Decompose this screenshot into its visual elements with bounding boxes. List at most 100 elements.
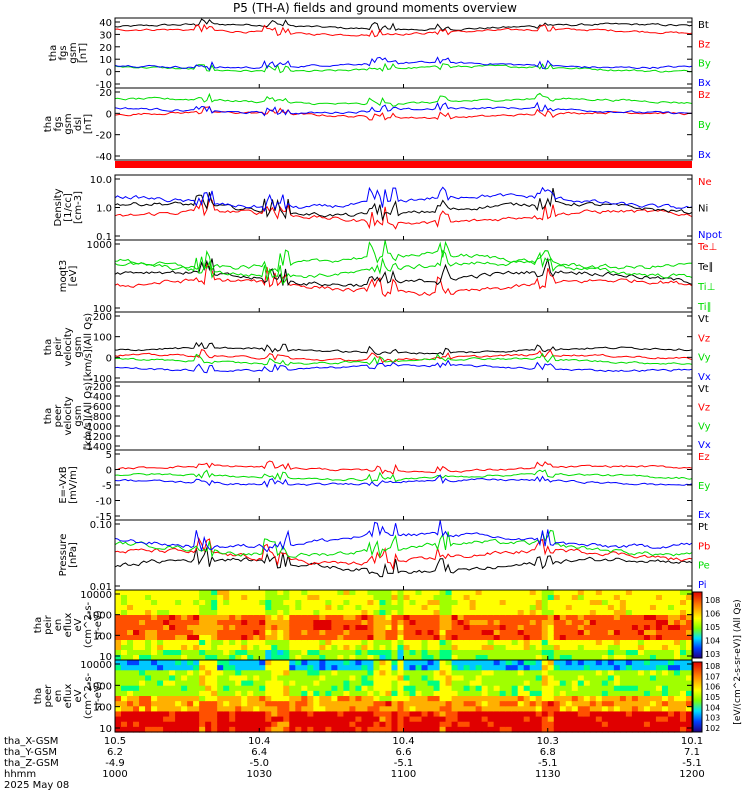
spectrogram-cell — [685, 605, 693, 611]
spectrogram-cell — [187, 590, 194, 596]
spectrogram-cell — [319, 655, 326, 661]
spectrogram-cell — [421, 685, 429, 692]
spectrogram-cell — [541, 630, 549, 636]
spectrogram-cell — [637, 660, 645, 666]
spectrogram-cell — [145, 610, 152, 616]
spectrogram-cell — [517, 605, 525, 611]
spectrogram-cell — [373, 655, 381, 661]
spectrogram-cell — [403, 590, 411, 596]
spectrogram-cell — [673, 615, 681, 621]
spectrogram-cell — [229, 690, 236, 697]
y-tick-label: 1000 — [87, 611, 112, 622]
spectrogram-cell — [193, 650, 200, 656]
spectrogram-cell — [493, 670, 501, 677]
spectrogram-cell — [643, 645, 651, 651]
series-line-Te⊥ — [114, 263, 693, 298]
spectrogram-cell — [553, 716, 561, 723]
spectrogram-cell — [217, 605, 224, 611]
spectrogram-cell — [601, 680, 609, 687]
spectrogram-cell — [397, 645, 405, 651]
spectrogram-cell — [475, 706, 483, 713]
spectrogram-cell — [199, 701, 206, 707]
spectrogram-cell — [277, 716, 284, 723]
spectrogram-cell — [349, 650, 357, 656]
legend-Bz: Bz — [698, 39, 710, 50]
spectrogram-cell — [463, 716, 471, 723]
spectrogram-cell — [583, 675, 591, 682]
spectrogram-cell — [427, 590, 435, 596]
y-tick-label: 5 — [106, 450, 112, 461]
spectrogram-cell — [241, 706, 248, 713]
spectrogram-cell — [457, 716, 465, 723]
spectrogram-cell — [265, 690, 272, 697]
spectrogram-cell — [475, 635, 483, 641]
spectrogram-cell — [319, 716, 326, 723]
spectrogram-cell — [469, 645, 477, 651]
spectrogram-cell — [565, 716, 573, 723]
spectrogram-cell — [565, 711, 573, 718]
spectrogram-cell — [685, 630, 693, 636]
ephemeris-value: -5.0 — [249, 758, 269, 769]
spectrogram-cell — [595, 625, 603, 631]
spectrogram-cell — [373, 590, 381, 596]
spectrogram-cell — [331, 701, 338, 707]
spectrogram-cell — [403, 640, 411, 646]
legend-By: By — [698, 59, 711, 70]
spectrogram-cell — [409, 610, 417, 616]
spectrogram-cell — [271, 690, 278, 697]
plot-title: P5 (TH-A) fields and ground moments over… — [233, 1, 517, 15]
spectrogram-cell — [187, 660, 194, 666]
spectrogram-cell — [589, 645, 597, 651]
spectrogram-cell — [571, 665, 579, 671]
spectrogram-cell — [223, 680, 230, 687]
spectrogram-cell — [163, 706, 170, 713]
spectrogram-cell — [145, 690, 152, 697]
spectrogram-cell — [661, 701, 669, 707]
spectrogram-cell — [499, 701, 507, 707]
spectrogram-cell — [679, 696, 687, 702]
spectrogram-cell — [319, 711, 326, 718]
spectrogram-cell — [385, 600, 393, 606]
spectrogram-cell — [541, 590, 549, 596]
y-tick-label: -10 — [96, 80, 112, 91]
spectrogram-cell — [649, 590, 657, 596]
spectrogram-cell — [571, 670, 579, 677]
ephemeris-row-label: tha_X-GSM — [4, 736, 59, 747]
y-tick-label: 0.10 — [90, 520, 112, 531]
spectrogram-cell — [439, 696, 447, 702]
y-tick-label: 20 — [99, 88, 112, 99]
spectrogram-cell — [415, 635, 423, 641]
spectrogram-cell — [193, 721, 200, 728]
spectrogram-cell — [145, 635, 152, 641]
spectrogram-cell — [235, 665, 242, 671]
spectrogram-cell — [403, 721, 411, 728]
spectrogram-cell — [283, 675, 290, 682]
spectrogram-cell — [139, 690, 146, 697]
spectrogram-cell — [451, 600, 459, 606]
spectrogram-cell — [655, 675, 663, 682]
spectrogram-cell — [427, 640, 435, 646]
spectrogram-cell — [481, 655, 489, 661]
spectrogram-cell — [661, 645, 669, 651]
spectrogram-cell — [481, 610, 489, 616]
spectrogram-cell — [433, 726, 441, 733]
spectrogram-cell — [577, 701, 585, 707]
spectrogram-cell — [325, 660, 332, 666]
spectrogram-cell — [361, 635, 369, 641]
spectrogram-cell — [667, 685, 675, 692]
spectrogram-cell — [373, 660, 381, 666]
spectrogram-cell — [235, 655, 242, 661]
spectrogram-cell — [595, 670, 603, 677]
spectrogram-cell — [625, 721, 633, 728]
spectrogram-cell — [613, 650, 621, 656]
spectrogram-cell — [193, 706, 200, 713]
spectrogram-cell — [175, 650, 182, 656]
spectrogram-cell — [559, 640, 567, 646]
spectrogram-cell — [223, 645, 230, 651]
spectrogram-cell — [127, 615, 134, 621]
spectrogram-cell — [475, 645, 483, 651]
y-tick-label: 0 — [106, 466, 112, 477]
spectrogram-cell — [391, 711, 399, 718]
spectrogram-cell — [421, 706, 429, 713]
spectrogram-cell — [529, 600, 537, 606]
